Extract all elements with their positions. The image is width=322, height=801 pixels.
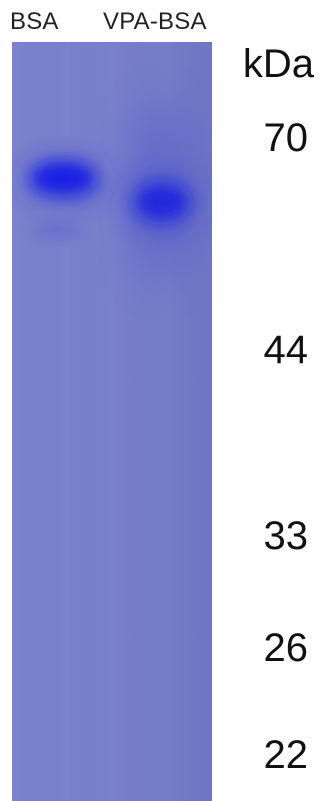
band-bsa bbox=[33, 164, 93, 192]
lane-label-bsa: BSA bbox=[10, 8, 59, 35]
gel-image bbox=[12, 42, 212, 801]
marker-label-22: 22 bbox=[263, 733, 309, 777]
marker-label-26: 26 bbox=[263, 626, 309, 670]
lane-streak-bsa bbox=[32, 42, 102, 801]
lane-label-vpa-bsa: VPA-BSA bbox=[103, 8, 207, 35]
band-bsa-tail bbox=[34, 222, 82, 238]
marker-label-70: 70 bbox=[263, 116, 309, 160]
band-vpa-bsa bbox=[138, 186, 186, 218]
marker-label-33: 33 bbox=[263, 514, 309, 558]
unit-label: kDa bbox=[242, 42, 314, 86]
marker-label-44: 44 bbox=[263, 328, 309, 372]
